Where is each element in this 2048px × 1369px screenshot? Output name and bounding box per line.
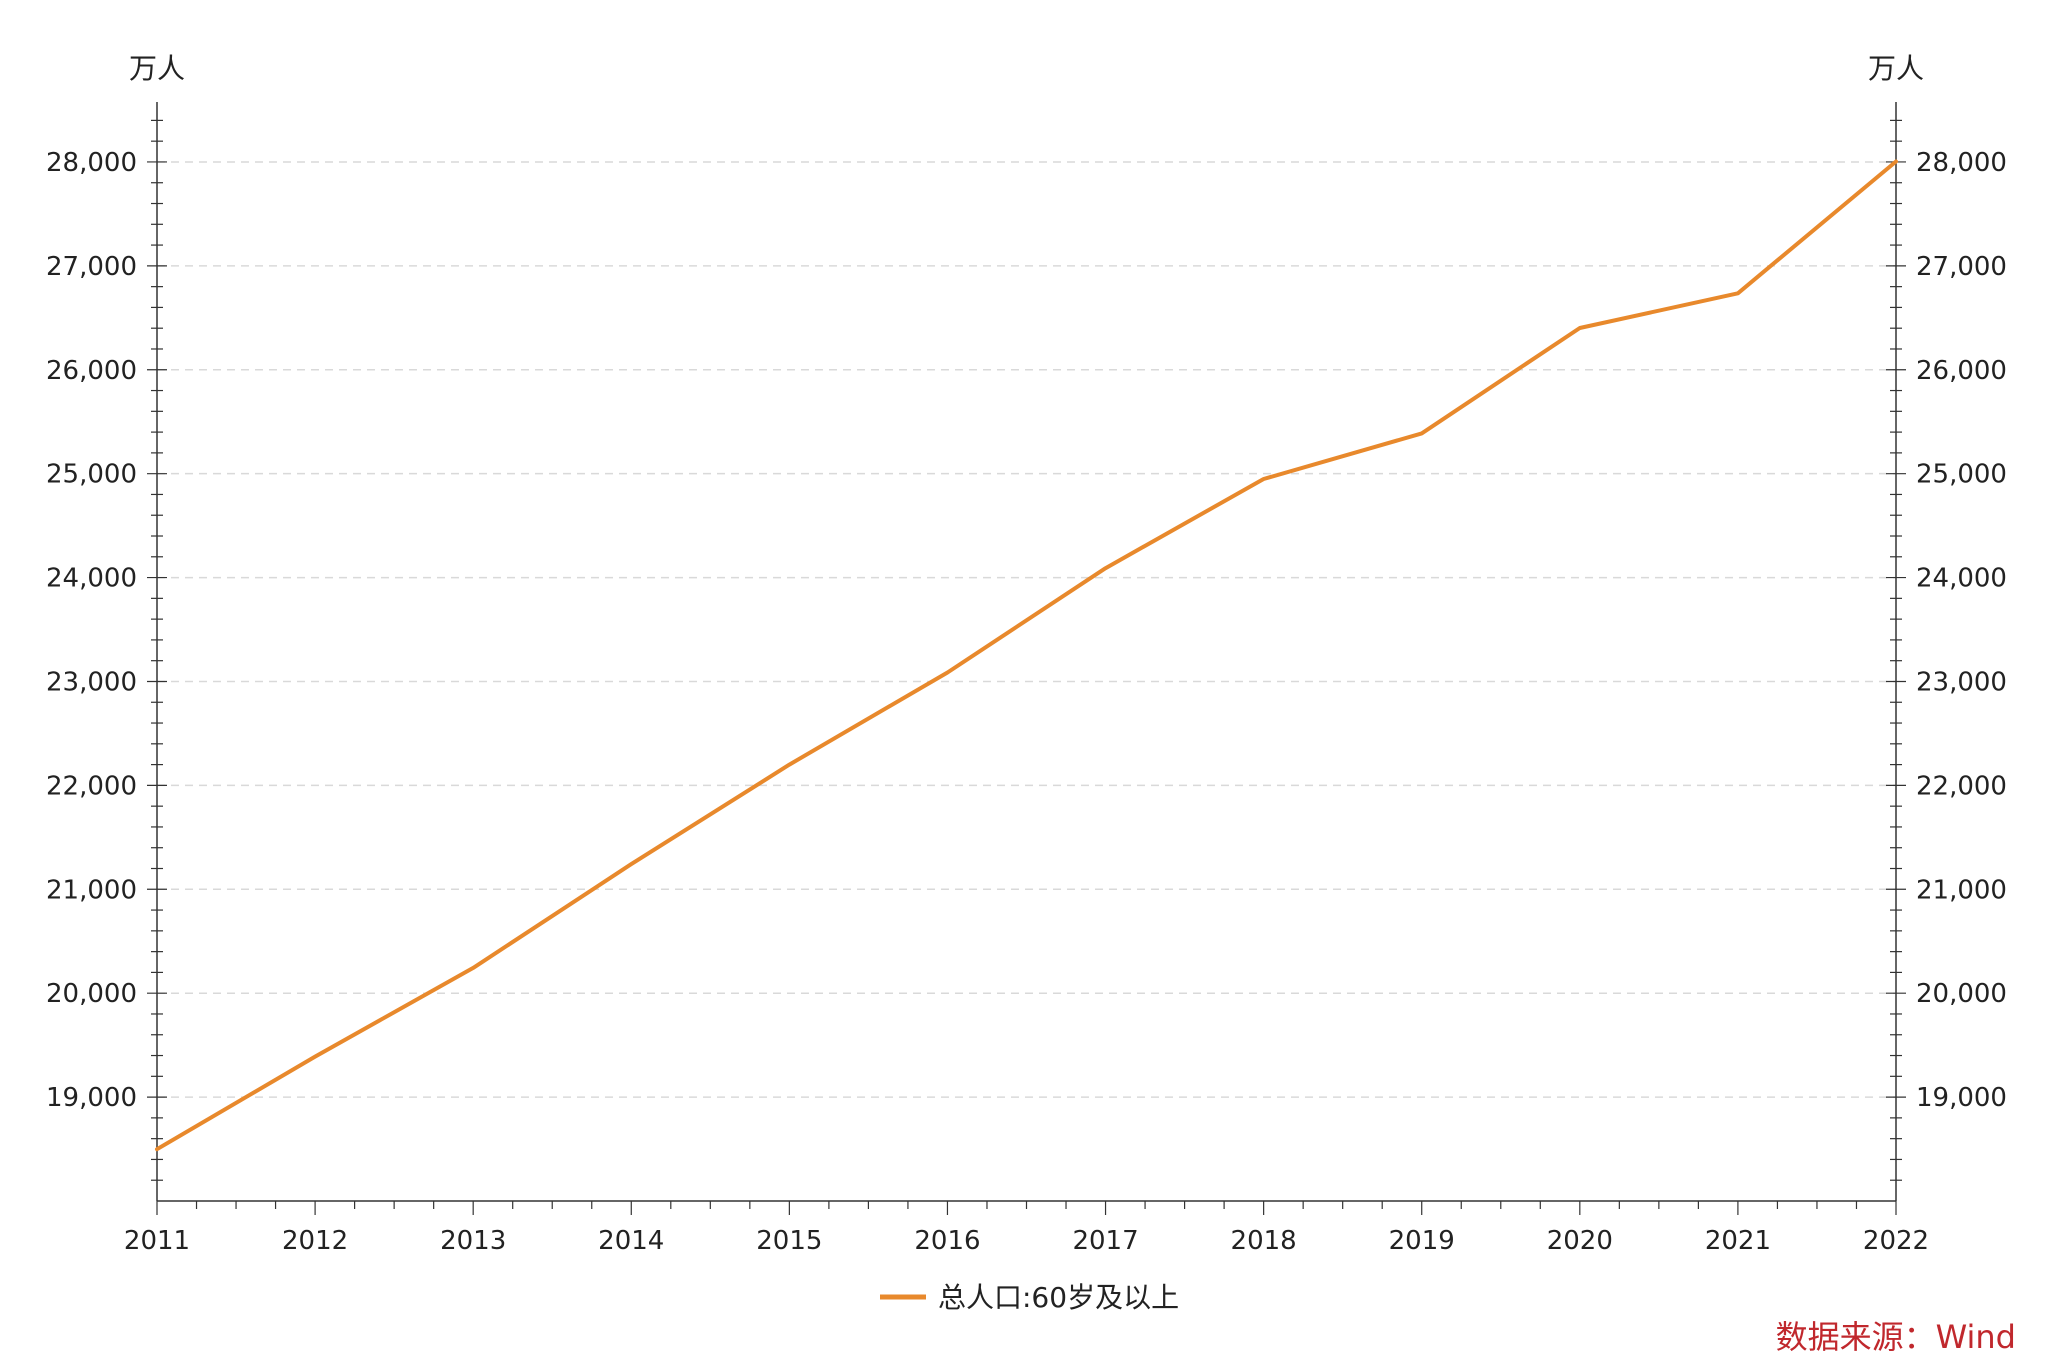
x-tick-label: 2018	[1231, 1226, 1297, 1256]
y-tick-label-left: 22,000	[46, 771, 137, 801]
y-tick-label-left: 25,000	[46, 460, 137, 490]
x-tick-label: 2021	[1705, 1226, 1771, 1256]
y-tick-label-right: 22,000	[1916, 771, 2007, 801]
y-axis-unit-right: 万人	[1868, 52, 1924, 85]
gridlines	[157, 161, 1896, 1098]
y-tick-label-right: 27,000	[1916, 252, 2007, 282]
y-tick-label-left: 19,000	[46, 1083, 137, 1113]
axes: 19,000 19,000 20,000 20,000 21,000 21,000 22,0…	[46, 52, 2007, 1256]
legend-label: 总人口:60岁及以上	[938, 1281, 1179, 1314]
x-tick-label: 2015	[756, 1226, 822, 1256]
y-tick-label-right: 28,000	[1916, 148, 2007, 178]
y-tick-label-left: 20,000	[46, 979, 137, 1009]
y-tick-label-right: 24,000	[1916, 564, 2007, 594]
x-tick-label: 2020	[1547, 1226, 1613, 1256]
x-tick-label: 2012	[282, 1226, 348, 1256]
y-tick-label-left: 23,000	[46, 667, 137, 697]
x-tick-label: 2014	[598, 1226, 664, 1256]
y-tick-label-left: 28,000	[46, 148, 137, 178]
series-line	[155, 159, 1898, 1152]
y-axis-unit-left: 万人	[129, 52, 185, 85]
series-layer	[155, 159, 1898, 1152]
y-tick-label-left: 27,000	[46, 252, 137, 282]
x-tick-label: 2011	[124, 1226, 190, 1256]
x-tick-label: 2022	[1863, 1226, 1929, 1256]
y-tick-label-right: 25,000	[1916, 460, 2007, 490]
y-tick-label-left: 26,000	[46, 356, 137, 386]
x-tick-label: 2019	[1389, 1226, 1455, 1256]
y-tick-label-right: 19,000	[1916, 1083, 2007, 1113]
x-tick-label: 2013	[440, 1226, 506, 1256]
source-label: 数据来源：Wind	[1775, 1318, 2016, 1356]
x-tick-label: 2017	[1072, 1226, 1138, 1256]
y-tick-label-right: 23,000	[1916, 667, 2007, 697]
y-tick-label-right: 20,000	[1916, 979, 2007, 1009]
legend: 总人口:60岁及以上	[880, 1281, 1179, 1314]
y-tick-label-left: 24,000	[46, 564, 137, 594]
y-tick-label-left: 21,000	[46, 875, 137, 905]
y-tick-label-right: 26,000	[1916, 356, 2007, 386]
x-tick-label: 2016	[914, 1226, 980, 1256]
y-tick-label-right: 21,000	[1916, 875, 2007, 905]
